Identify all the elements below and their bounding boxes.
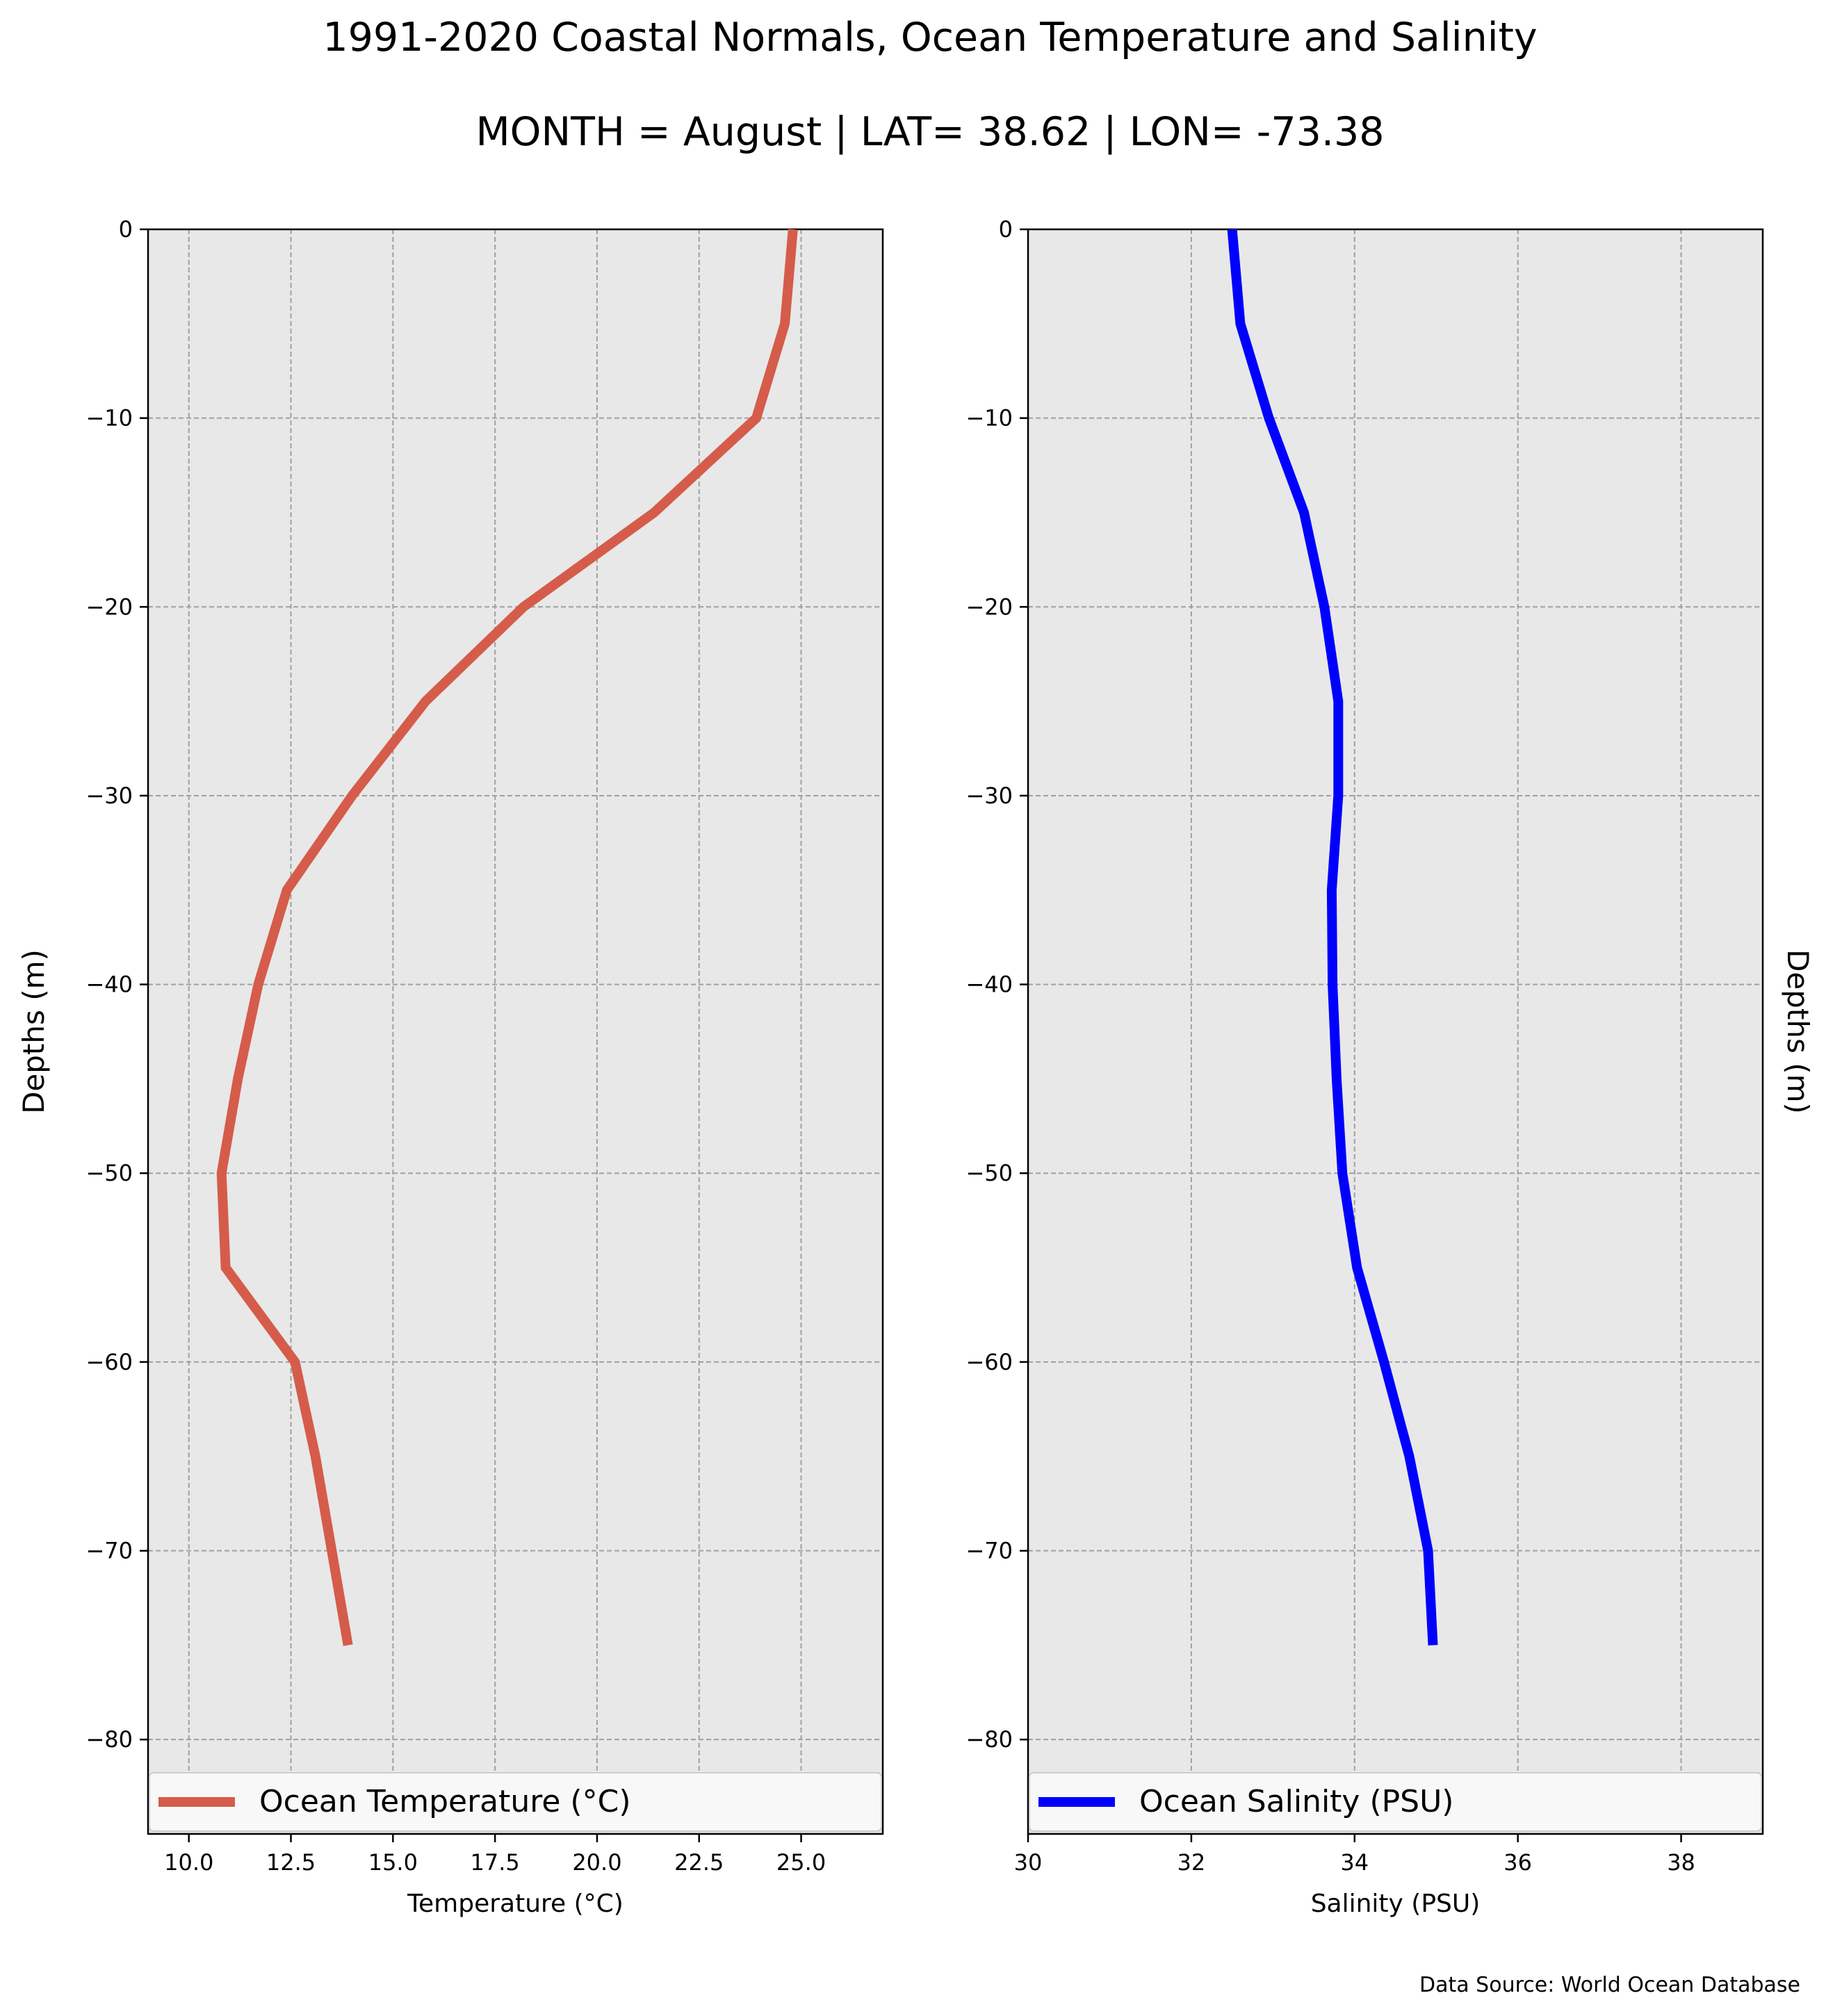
legend-label: Ocean Temperature (°C) — [259, 1784, 631, 1819]
legend: Ocean Salinity (PSU) — [1029, 1772, 1762, 1832]
y-tick-label: −80 — [965, 1726, 1013, 1753]
x-axis-label: Salinity (PSU) — [1311, 1890, 1481, 1918]
x-tick-label: 17.5 — [471, 1849, 520, 1876]
x-tick-label: 15.0 — [368, 1849, 418, 1876]
axes-frame — [1027, 228, 1764, 1835]
y-tick-label: −60 — [85, 1349, 133, 1375]
legend-box — [1029, 1772, 1762, 1832]
series-line — [1227, 229, 1438, 1646]
x-axis-label: Temperature (°C) — [407, 1890, 623, 1918]
salinity-panel: 0 −10 −20 −30 −40 −50 −60 −70 −80 30 32 34 36 38 Salin… — [965, 216, 1815, 1918]
y-tick-label: −30 — [85, 782, 133, 809]
x-tick-label: 12.5 — [266, 1849, 316, 1876]
y-tick-label: −80 — [85, 1726, 133, 1753]
x-tick-label: 30 — [1014, 1849, 1043, 1876]
y-tick-label: −30 — [965, 782, 1013, 809]
plot-area — [1028, 229, 1763, 1834]
y-tick-label: −50 — [85, 1160, 133, 1186]
x-tick-label: 34 — [1340, 1849, 1369, 1876]
axes-frame — [147, 228, 884, 1835]
y-tick-label: −40 — [965, 972, 1013, 998]
x-tick-label: 36 — [1503, 1849, 1532, 1876]
y-tick-label: −70 — [85, 1538, 133, 1564]
chart-title: 1991-2020 Coastal Normals, Ocean Tempera… — [323, 15, 1537, 60]
plot-area — [148, 229, 883, 1834]
y-tick-label: −40 — [85, 972, 133, 998]
series-line — [216, 229, 798, 1646]
y-tick-label: −20 — [965, 593, 1013, 620]
x-tick-label: 25.0 — [776, 1849, 826, 1876]
x-tick-label: 10.0 — [164, 1849, 213, 1876]
x-tick-label: 32 — [1177, 1849, 1206, 1876]
y-tick-label: −20 — [85, 593, 133, 620]
legend-box — [149, 1772, 882, 1832]
y-tick-label: −10 — [85, 405, 133, 432]
y-tick-label: 0 — [999, 216, 1013, 243]
x-tick-label: 22.5 — [674, 1849, 724, 1876]
legend-label: Ocean Salinity (PSU) — [1139, 1784, 1453, 1819]
y-tick-label: −50 — [965, 1160, 1013, 1186]
y-tick-label: −10 — [965, 405, 1013, 432]
legend: Ocean Temperature (°C) — [149, 1772, 882, 1832]
y-tick-label: −70 — [965, 1538, 1013, 1564]
y-tick-label: 0 — [119, 216, 133, 243]
temperature-panel: 0 −10 −20 −30 −40 −50 −60 −70 −80 10.0 12.5 15.0 17.… — [17, 216, 884, 1918]
data-source-note: Data Source: World Ocean Database — [1419, 1973, 1800, 1997]
x-tick-label: 20.0 — [572, 1849, 621, 1876]
y-tick-label: −60 — [965, 1349, 1013, 1375]
y-axis-label: Depths (m) — [17, 949, 51, 1114]
y-axis-label: Depths (m) — [1781, 949, 1815, 1114]
x-tick-label: 38 — [1667, 1849, 1695, 1876]
chart-subtitle: MONTH = August | LAT= 38.62 | LON= -73.3… — [475, 109, 1384, 155]
